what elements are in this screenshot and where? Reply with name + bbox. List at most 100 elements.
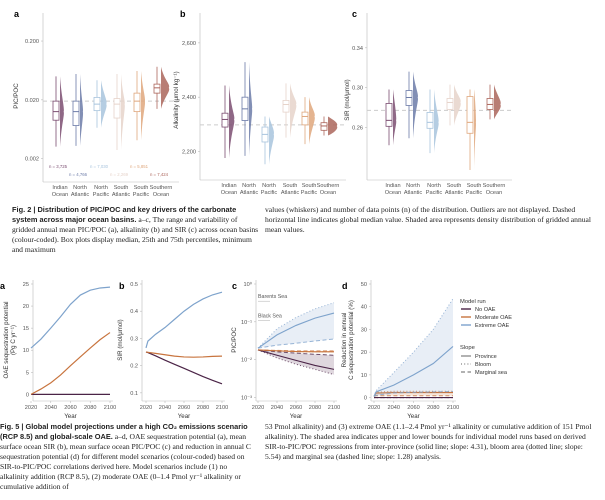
y-axis-title: Reduction in annualC sequestration poten… — [341, 300, 355, 380]
x-tick-label: Indian Ocean — [52, 185, 68, 198]
series-line — [30, 332, 111, 395]
density-violin — [101, 80, 107, 128]
y-tick-label: 0.26 — [352, 125, 363, 131]
x-axis-title: Year — [290, 413, 303, 420]
y-tick-label: 30 — [361, 327, 367, 333]
x-tick-label: Southern Ocean — [150, 185, 173, 198]
x-tick-label: 2020 — [140, 405, 152, 411]
fig5-caption-left: Fig. 5 | Global model projections under … — [0, 422, 255, 492]
x-tick-label: 2100 — [104, 405, 116, 411]
region-annotation: Black Sea — [258, 313, 282, 319]
x-tick-label: South Atlantic — [281, 183, 300, 196]
fig2-caption-left: Fig. 2 | Distribution of PIC/POC and key… — [12, 205, 262, 255]
x-tick-label: Southern Ocean — [317, 183, 340, 196]
y-tick-label: 2,400 — [182, 95, 196, 101]
x-tick-label: 2060 — [178, 405, 190, 411]
legend-label: Marginal sea — [475, 370, 508, 376]
box — [466, 96, 474, 134]
y-tick-label: 0.30 — [352, 86, 363, 92]
y-tick-label: 0.200 — [25, 39, 39, 45]
y-tick-label: 0.1 — [130, 391, 138, 397]
x-tick-label: 2040 — [271, 405, 283, 411]
series-line-marginal — [373, 395, 453, 397]
density-violin — [60, 76, 64, 147]
x-axis-title: Year — [178, 413, 191, 420]
x-tick-label: 2060 — [64, 405, 76, 411]
x-tick-label: Indian Ocean — [221, 183, 237, 196]
x-tick-label: North Pacific — [261, 183, 278, 196]
uncertainty-band — [258, 349, 334, 375]
y-axis-title: PIC/POC — [231, 327, 238, 353]
panel-label-d: d — [342, 281, 348, 291]
fig5-caption-title: Fig. 5 | Global model projections under … — [0, 422, 248, 441]
series-line — [145, 351, 223, 358]
series-line-bloom — [373, 298, 454, 397]
y-tick-label: 10 — [361, 373, 367, 379]
y-tick-label: 15 — [23, 326, 29, 332]
box — [52, 100, 60, 121]
n-label: n = 2,269 — [110, 172, 129, 177]
fig2-caption-body: a–c, The range and variability of gridde… — [12, 215, 259, 254]
box — [113, 98, 121, 119]
box — [133, 92, 141, 113]
density-violin — [121, 74, 125, 151]
box — [301, 111, 309, 126]
panel-label-c: c — [352, 9, 357, 19]
x-tick-label: Southern Ocean — [483, 183, 506, 196]
y-tick-label: 50 — [361, 282, 367, 288]
series-line — [145, 351, 223, 385]
panel-label-b: b — [119, 281, 125, 291]
x-tick-label: North Atlantic — [404, 183, 423, 196]
y-axis-title: OAE sequestration potential(Pg C yr⁻¹) — [3, 301, 17, 378]
x-tick-label: 2020 — [252, 405, 264, 411]
x-tick-label: 2080 — [84, 405, 96, 411]
region-annotation: Barents Sea — [258, 294, 287, 300]
panel-label-c: c — [232, 281, 237, 291]
y-axis-title: PIC/POC — [13, 83, 20, 109]
legend-title: Model run — [460, 299, 486, 305]
x-tick-label: 2100 — [328, 405, 340, 411]
n-label: n = 5,851 — [130, 164, 149, 169]
density-violin — [229, 85, 235, 159]
y-tick-label: 0.3 — [130, 336, 138, 342]
n-label: n = 3,725 — [49, 164, 68, 169]
x-tick-label: North Pacific — [426, 183, 443, 196]
y-tick-label: 0.020 — [25, 98, 39, 104]
panel-label-a: a — [0, 281, 6, 291]
y-tick-label: 10⁰ — [244, 281, 253, 288]
x-axis-title: Year — [64, 413, 77, 420]
box — [153, 83, 161, 94]
density-violin — [454, 84, 461, 126]
box — [221, 112, 229, 128]
x-tick-label: 2040 — [159, 405, 171, 411]
series-line-marginal — [373, 390, 454, 397]
n-label: n = 7,030 — [90, 164, 109, 169]
series-line-province — [257, 349, 335, 370]
x-tick-label: South Atlantic — [112, 185, 131, 198]
x-tick-label: 2100 — [216, 405, 228, 411]
y-tick-label: 10⁻¹ — [241, 320, 252, 326]
x-tick-label: 2040 — [388, 405, 400, 411]
density-violin — [141, 70, 146, 141]
x-tick-label: North Atlantic — [240, 183, 259, 196]
x-tick-label: 2100 — [447, 405, 459, 411]
legend-title: Slope — [460, 345, 475, 351]
y-axis-title: SIR (mol/μmol) — [117, 319, 124, 360]
x-tick-label: 2020 — [25, 405, 37, 411]
uncertainty-band — [374, 298, 453, 397]
series-line-province — [257, 312, 335, 349]
y-tick-label: 0 — [26, 392, 29, 398]
panel-label-a: a — [14, 9, 20, 19]
y-tick-label: 10⁻² — [241, 358, 252, 364]
y-tick-label: 10 — [23, 348, 29, 354]
y-tick-label: 2,600 — [182, 41, 196, 47]
y-tick-label: 25 — [23, 282, 29, 288]
density-violin — [249, 62, 253, 156]
y-tick-label: 0.2 — [130, 364, 138, 370]
x-tick-label: 2080 — [427, 405, 439, 411]
x-tick-label: 2080 — [309, 405, 321, 411]
density-violin — [413, 71, 418, 139]
fig2-caption-right: values (whiskers) and number of data poi… — [265, 205, 592, 234]
density-violin — [474, 89, 477, 171]
